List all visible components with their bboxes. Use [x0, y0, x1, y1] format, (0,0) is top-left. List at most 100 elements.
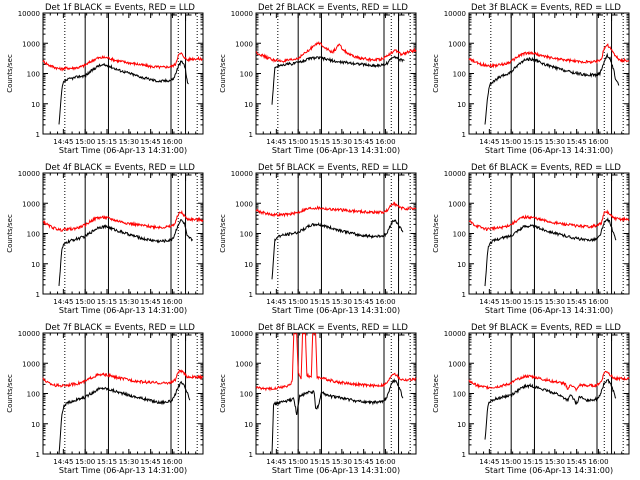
x-tick-label: 16:00	[162, 298, 182, 306]
y-axis-label: Counts/sec	[219, 54, 227, 93]
events-series-line	[58, 380, 191, 454]
chart-panel: Det 7f BLACK = Events, RED = LLD 1 10 100 10…	[6, 323, 204, 475]
x-tick-label: 14:45	[53, 138, 73, 146]
chart-title: Det 5f BLACK = Events, RED = LLD	[258, 163, 408, 173]
y-tick-label: 10000	[18, 10, 40, 18]
events-series-line	[271, 219, 404, 280]
x-tick-label: 15:30	[545, 298, 565, 306]
x-axis-label: Start Time (06-Apr-13 14:31:00)	[272, 146, 400, 155]
lld-series-line	[42, 210, 204, 232]
bracket-mark	[596, 174, 603, 181]
y-tick-label: 1000	[235, 200, 253, 208]
y-axis-label: Counts/sec	[219, 374, 227, 413]
x-tick-label: 15:15	[97, 298, 117, 306]
events-series-line	[271, 378, 404, 455]
x-tick-label: 15:45	[567, 298, 587, 306]
chart-title: Det 3f BLACK = Events, RED = LLD	[471, 3, 621, 13]
x-axis-label: Start Time (06-Apr-13 14:31:00)	[485, 466, 613, 475]
y-tick-label: 10	[31, 101, 40, 109]
plot-frame	[468, 12, 630, 135]
bracket-mark	[170, 174, 177, 181]
chart-panel: Det 4f BLACK = Events, RED = LLD 1 10 100 10…	[6, 163, 204, 315]
y-tick-label: 1000	[22, 360, 40, 368]
y-axis-label: Counts/sec	[432, 54, 440, 93]
x-tick-label: 15:00	[501, 298, 521, 306]
x-tick-label: 15:15	[97, 458, 117, 466]
x-tick-label: 15:45	[141, 458, 161, 466]
y-tick-label: 100	[27, 391, 40, 399]
y-tick-label: 1	[36, 131, 40, 139]
events-series-line	[58, 219, 194, 286]
y-tick-label: 1000	[448, 40, 466, 48]
y-tick-label: 10	[244, 421, 253, 429]
y-tick-label: 1	[249, 451, 253, 459]
bracket-mark	[611, 334, 618, 341]
plot-frame	[255, 12, 417, 135]
chart-panel: Det 6f BLACK = Events, RED = LLD 1 10 100 10…	[432, 163, 630, 315]
y-tick-label: 1000	[22, 40, 40, 48]
y-tick-label: 10000	[18, 330, 40, 338]
x-tick-label: 15:00	[501, 138, 521, 146]
y-tick-label: 10000	[444, 330, 466, 338]
y-tick-label: 100	[453, 391, 466, 399]
x-tick-label: 16:00	[375, 458, 395, 466]
y-tick-label: 10	[457, 261, 466, 269]
x-tick-label: 15:45	[141, 138, 161, 146]
chart-title: Det 9f BLACK = Events, RED = LLD	[471, 323, 621, 333]
x-tick-label: 15:30	[545, 458, 565, 466]
bracket-mark	[383, 334, 390, 341]
x-tick-label: 15:15	[97, 138, 117, 146]
chart-title: Det 1f BLACK = Events, RED = LLD	[45, 3, 195, 13]
y-tick-label: 10000	[231, 170, 253, 178]
x-tick-label: 15:15	[523, 138, 543, 146]
x-tick-label: 15:30	[545, 138, 565, 146]
y-tick-label: 100	[27, 71, 40, 79]
chart-panel: Det 1f BLACK = Events, RED = LLD 1 10 100 10…	[6, 3, 204, 155]
bracket-mark	[611, 174, 618, 181]
y-tick-label: 100	[240, 391, 253, 399]
y-tick-label: 10	[31, 421, 40, 429]
chart-title: Det 8f BLACK = Events, RED = LLD	[258, 323, 408, 333]
lld-series-line	[255, 333, 417, 392]
y-tick-label: 10000	[231, 10, 253, 18]
x-tick-label: 14:45	[479, 458, 499, 466]
y-tick-label: 10000	[18, 170, 40, 178]
x-tick-label: 14:45	[266, 298, 286, 306]
x-tick-label: 16:00	[162, 458, 182, 466]
x-tick-label: 15:00	[288, 138, 308, 146]
y-tick-label: 1	[36, 451, 40, 459]
y-tick-label: 100	[240, 231, 253, 239]
y-axis-label: Counts/sec	[432, 374, 440, 413]
chart-title: Det 6f BLACK = Events, RED = LLD	[471, 163, 621, 173]
x-axis-label: Start Time (06-Apr-13 14:31:00)	[59, 466, 187, 475]
y-tick-label: 100	[453, 71, 466, 79]
plot-frame	[255, 332, 417, 455]
bracket-mark	[185, 174, 192, 181]
y-axis-label: Counts/sec	[219, 214, 227, 253]
bracket-mark	[383, 14, 390, 21]
y-tick-label: 10	[457, 421, 466, 429]
plot-frame	[255, 172, 417, 295]
x-tick-label: 15:00	[75, 458, 95, 466]
y-tick-label: 1000	[448, 200, 466, 208]
y-tick-label: 10000	[444, 170, 466, 178]
x-axis-label: Start Time (06-Apr-13 14:31:00)	[485, 306, 613, 315]
x-tick-label: 14:45	[266, 458, 286, 466]
chart-panel: Det 9f BLACK = Events, RED = LLD 1 10 100 10…	[432, 323, 630, 475]
lld-series-line	[42, 52, 204, 72]
lld-series-line	[468, 209, 630, 232]
y-tick-label: 100	[240, 71, 253, 79]
chart-title: Det 7f BLACK = Events, RED = LLD	[45, 323, 195, 333]
lld-series-line	[255, 201, 417, 218]
chart-panel: Det 2f BLACK = Events, RED = LLD 1 10 100 10…	[219, 3, 417, 155]
x-tick-label: 15:30	[119, 458, 139, 466]
x-axis-label: Start Time (06-Apr-13 14:31:00)	[59, 306, 187, 315]
x-tick-label: 15:45	[354, 298, 374, 306]
x-tick-label: 15:30	[332, 138, 352, 146]
x-tick-label: 14:45	[266, 138, 286, 146]
chart-title: Det 2f BLACK = Events, RED = LLD	[258, 3, 408, 13]
x-tick-label: 15:15	[523, 458, 543, 466]
x-tick-label: 15:15	[310, 458, 330, 466]
x-tick-label: 16:00	[588, 458, 608, 466]
